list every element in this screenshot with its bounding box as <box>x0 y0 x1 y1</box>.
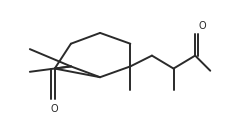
Text: O: O <box>51 104 58 114</box>
Text: O: O <box>198 21 206 31</box>
